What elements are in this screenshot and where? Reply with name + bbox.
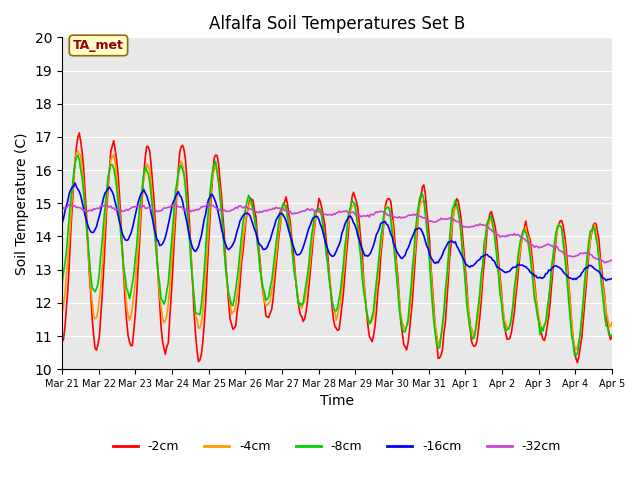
- X-axis label: Time: Time: [320, 395, 354, 408]
- Title: Alfalfa Soil Temperatures Set B: Alfalfa Soil Temperatures Set B: [209, 15, 465, 33]
- Y-axis label: Soil Temperature (C): Soil Temperature (C): [15, 132, 29, 275]
- Legend: -2cm, -4cm, -8cm, -16cm, -32cm: -2cm, -4cm, -8cm, -16cm, -32cm: [108, 435, 566, 458]
- Text: TA_met: TA_met: [73, 39, 124, 52]
